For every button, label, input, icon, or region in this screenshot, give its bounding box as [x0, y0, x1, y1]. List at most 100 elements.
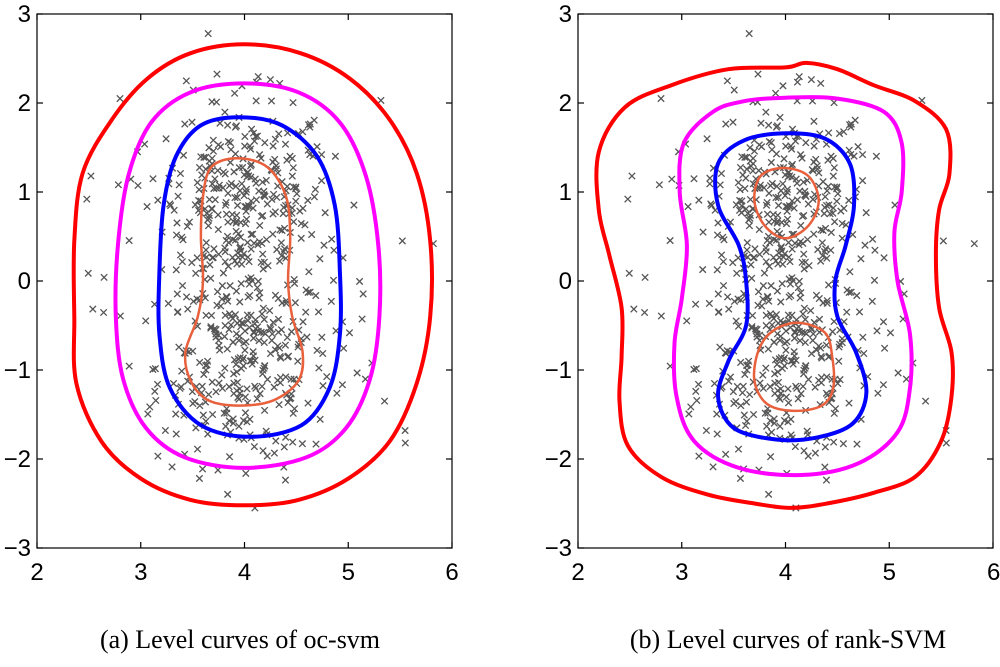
data-point	[260, 315, 268, 324]
data-point	[198, 171, 206, 179]
data-point	[255, 151, 264, 159]
y-tick-label: 2	[559, 90, 572, 117]
data-point	[229, 370, 238, 378]
data-point	[818, 252, 827, 260]
data-point	[231, 123, 240, 131]
data-point	[743, 165, 751, 173]
data-point	[858, 150, 867, 159]
data-point	[685, 410, 693, 418]
data-point	[843, 308, 851, 316]
data-point	[783, 215, 792, 223]
axes-rank-svm: 2 3 4 5 6 −3 −2 −1 0 1 2 3	[545, 1, 1000, 586]
data-point	[260, 362, 269, 370]
data-point	[772, 193, 780, 202]
data-point	[764, 121, 773, 129]
data-point	[233, 211, 241, 219]
data-point	[242, 188, 250, 196]
data-point	[83, 195, 91, 203]
data-point	[799, 370, 808, 378]
data-point	[713, 410, 721, 418]
data-point	[723, 77, 732, 85]
data-point	[788, 357, 797, 365]
data-point	[851, 116, 859, 124]
data-point	[275, 400, 283, 409]
data-point	[247, 357, 256, 365]
data-point	[274, 315, 283, 323]
data-point	[225, 325, 233, 334]
data-point	[279, 209, 287, 218]
data-point	[164, 299, 173, 308]
data-point	[734, 322, 743, 330]
scatter-points-rank-svm	[624, 29, 978, 512]
data-point	[204, 222, 213, 230]
data-point	[253, 132, 262, 140]
data-point	[762, 258, 770, 266]
data-point	[749, 410, 758, 419]
data-point	[833, 197, 841, 205]
data-point	[303, 333, 311, 341]
data-point	[799, 310, 807, 318]
data-point	[206, 261, 214, 269]
data-point	[784, 399, 793, 407]
data-point	[87, 172, 95, 180]
data-point	[707, 201, 716, 210]
data-point	[782, 327, 790, 335]
data-point	[231, 311, 240, 319]
data-point	[850, 152, 858, 160]
data-point	[760, 269, 769, 277]
x-tick-label: 2	[571, 559, 584, 586]
level-curves-rank-svm	[594, 60, 955, 510]
data-point	[269, 210, 277, 218]
data-point	[741, 370, 749, 379]
data-point	[143, 202, 151, 211]
data-point	[191, 201, 199, 209]
data-point	[251, 319, 259, 328]
data-point	[311, 185, 320, 194]
data-point	[310, 116, 318, 124]
data-point	[763, 198, 771, 207]
data-point	[237, 280, 245, 288]
data-point	[244, 202, 253, 210]
data-point	[218, 282, 227, 290]
data-point	[238, 356, 247, 364]
data-point	[256, 221, 264, 230]
data-point	[736, 474, 745, 483]
y-tick-label: 1	[18, 179, 31, 206]
data-point	[327, 297, 335, 305]
data-point	[824, 281, 833, 289]
data-point	[249, 348, 257, 356]
data-point	[235, 336, 243, 345]
data-point	[269, 190, 278, 199]
data-point	[174, 192, 182, 200]
data-point	[770, 419, 778, 427]
data-point	[254, 277, 262, 285]
data-point	[345, 329, 354, 337]
data-point	[723, 293, 732, 301]
data-point	[327, 235, 336, 243]
data-point	[225, 383, 233, 391]
data-point	[766, 181, 775, 190]
data-point	[738, 389, 747, 397]
data-point	[782, 346, 790, 354]
data-point	[229, 235, 237, 244]
data-point	[182, 77, 191, 85]
data-point	[730, 399, 738, 408]
data-point	[766, 383, 774, 391]
data-point	[792, 382, 800, 390]
data-point	[149, 365, 157, 374]
data-point	[684, 202, 692, 211]
data-point	[291, 185, 300, 193]
data-point	[801, 338, 809, 347]
data-point	[188, 118, 196, 126]
data-point	[750, 147, 759, 155]
data-point	[202, 361, 210, 370]
data-point	[858, 177, 867, 185]
data-point	[942, 439, 950, 447]
data-point	[291, 299, 300, 307]
data-point	[719, 233, 727, 241]
data-point	[868, 235, 877, 243]
data-point	[266, 75, 275, 84]
data-point	[271, 135, 280, 143]
data-point	[193, 295, 201, 303]
data-point	[204, 29, 212, 38]
